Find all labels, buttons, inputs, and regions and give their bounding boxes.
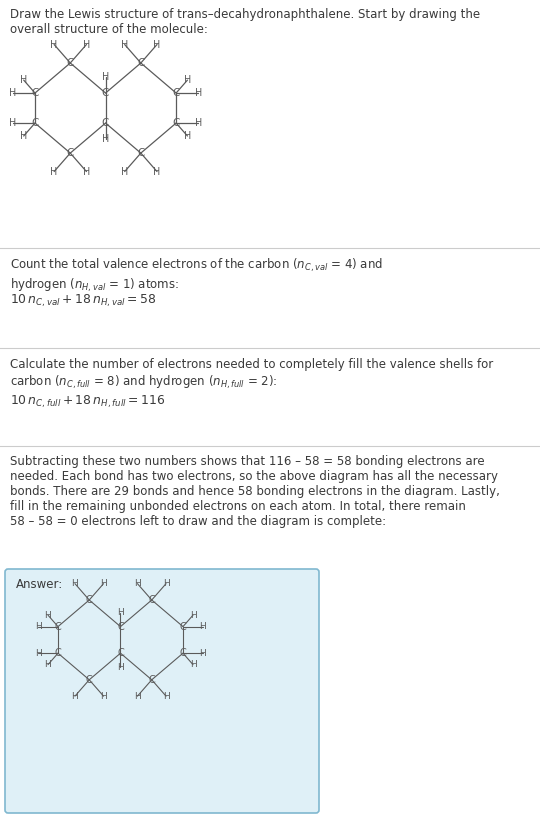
Text: H: H (50, 167, 58, 177)
Text: H: H (194, 88, 202, 98)
Text: H: H (102, 72, 109, 82)
Text: C: C (55, 649, 62, 658)
Text: H: H (83, 167, 90, 177)
Text: C: C (102, 118, 109, 128)
Text: C: C (137, 148, 145, 158)
Text: C: C (55, 621, 62, 631)
Text: H: H (199, 649, 206, 658)
Text: Subtracting these two numbers shows that 116 – 58 = 58 bonding electrons are
nee: Subtracting these two numbers shows that… (10, 455, 500, 528)
Text: H: H (102, 134, 109, 144)
Text: C: C (180, 649, 186, 658)
FancyBboxPatch shape (5, 569, 319, 813)
Text: $10\,n_{C,full} + 18\,n_{H,full} = 116$: $10\,n_{C,full} + 18\,n_{H,full} = 116$ (10, 394, 165, 410)
Text: C: C (137, 58, 145, 68)
Text: H: H (194, 118, 202, 128)
Text: H: H (121, 39, 129, 49)
Text: H: H (50, 39, 58, 49)
Text: H: H (117, 608, 124, 617)
Text: H: H (134, 580, 141, 588)
Text: H: H (163, 691, 170, 700)
Text: C: C (172, 118, 180, 128)
Text: H: H (117, 663, 124, 672)
Text: C: C (148, 675, 155, 685)
Text: $10\,n_{C,val} + 18\,n_{H,val} = 58$: $10\,n_{C,val} + 18\,n_{H,val} = 58$ (10, 293, 156, 309)
Text: C: C (31, 88, 39, 98)
Text: C: C (180, 621, 186, 631)
Text: H: H (45, 660, 51, 669)
Text: H: H (190, 611, 197, 620)
Text: H: H (72, 691, 78, 700)
Text: H: H (20, 131, 28, 141)
Text: C: C (86, 595, 93, 605)
Text: H: H (35, 649, 42, 658)
Text: H: H (100, 691, 107, 700)
Text: H: H (45, 611, 51, 620)
Text: H: H (100, 580, 107, 588)
Text: H: H (153, 39, 160, 49)
Text: H: H (83, 39, 90, 49)
Text: C: C (148, 595, 155, 605)
Text: Calculate the number of electrons needed to completely fill the valence shells f: Calculate the number of electrons needed… (10, 358, 493, 390)
Text: H: H (134, 691, 141, 700)
Text: Count the total valence electrons of the carbon ($n_{C,val}$ = 4) and
hydrogen (: Count the total valence electrons of the… (10, 257, 383, 294)
Text: H: H (9, 118, 17, 128)
Text: H: H (9, 88, 17, 98)
Text: H: H (20, 75, 28, 85)
Text: C: C (172, 88, 180, 98)
Text: C: C (66, 58, 74, 68)
Text: C: C (117, 649, 124, 658)
Text: Answer:: Answer: (16, 578, 63, 591)
Text: H: H (72, 580, 78, 588)
Text: C: C (117, 621, 124, 631)
Text: H: H (121, 167, 129, 177)
Text: C: C (66, 148, 74, 158)
Text: H: H (184, 131, 191, 141)
Text: H: H (153, 167, 160, 177)
Text: C: C (102, 88, 109, 98)
Text: H: H (35, 622, 42, 631)
Text: C: C (86, 675, 93, 685)
Text: H: H (199, 622, 206, 631)
Text: H: H (190, 660, 197, 669)
Text: H: H (184, 75, 191, 85)
Text: H: H (163, 580, 170, 588)
Text: C: C (31, 118, 39, 128)
Text: Draw the Lewis structure of trans–decahydronaphthalene. Start by drawing the
ove: Draw the Lewis structure of trans–decahy… (10, 8, 480, 36)
